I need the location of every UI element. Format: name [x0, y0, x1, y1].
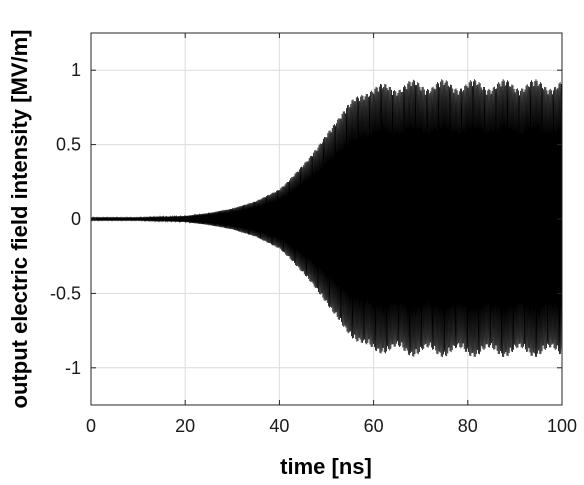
y-tick-label: -0.5 — [50, 283, 81, 303]
x-tick-label: 80 — [458, 416, 478, 436]
x-tick-label: 20 — [175, 416, 195, 436]
y-tick-label: 0.5 — [56, 135, 81, 155]
signal-series-line — [90, 79, 563, 358]
signal-trace — [90, 79, 563, 358]
x-ticks: 0 20 40 60 80 100 — [86, 33, 577, 436]
x-tick-label: 40 — [269, 416, 289, 436]
x-tick-label: 60 — [364, 416, 384, 436]
y-tick-label: 0 — [71, 209, 81, 229]
y-ticks: -1 -0.5 0 0.5 1 — [50, 60, 562, 378]
x-tick-label: 100 — [547, 416, 577, 436]
y-tick-label: -1 — [65, 358, 81, 378]
x-tick-label: 0 — [86, 416, 96, 436]
y-axis-label: output electric field intensity [MV/m] — [7, 30, 32, 409]
y-tick-label: 1 — [71, 60, 81, 80]
x-axis-label: time [ns] — [280, 454, 372, 479]
